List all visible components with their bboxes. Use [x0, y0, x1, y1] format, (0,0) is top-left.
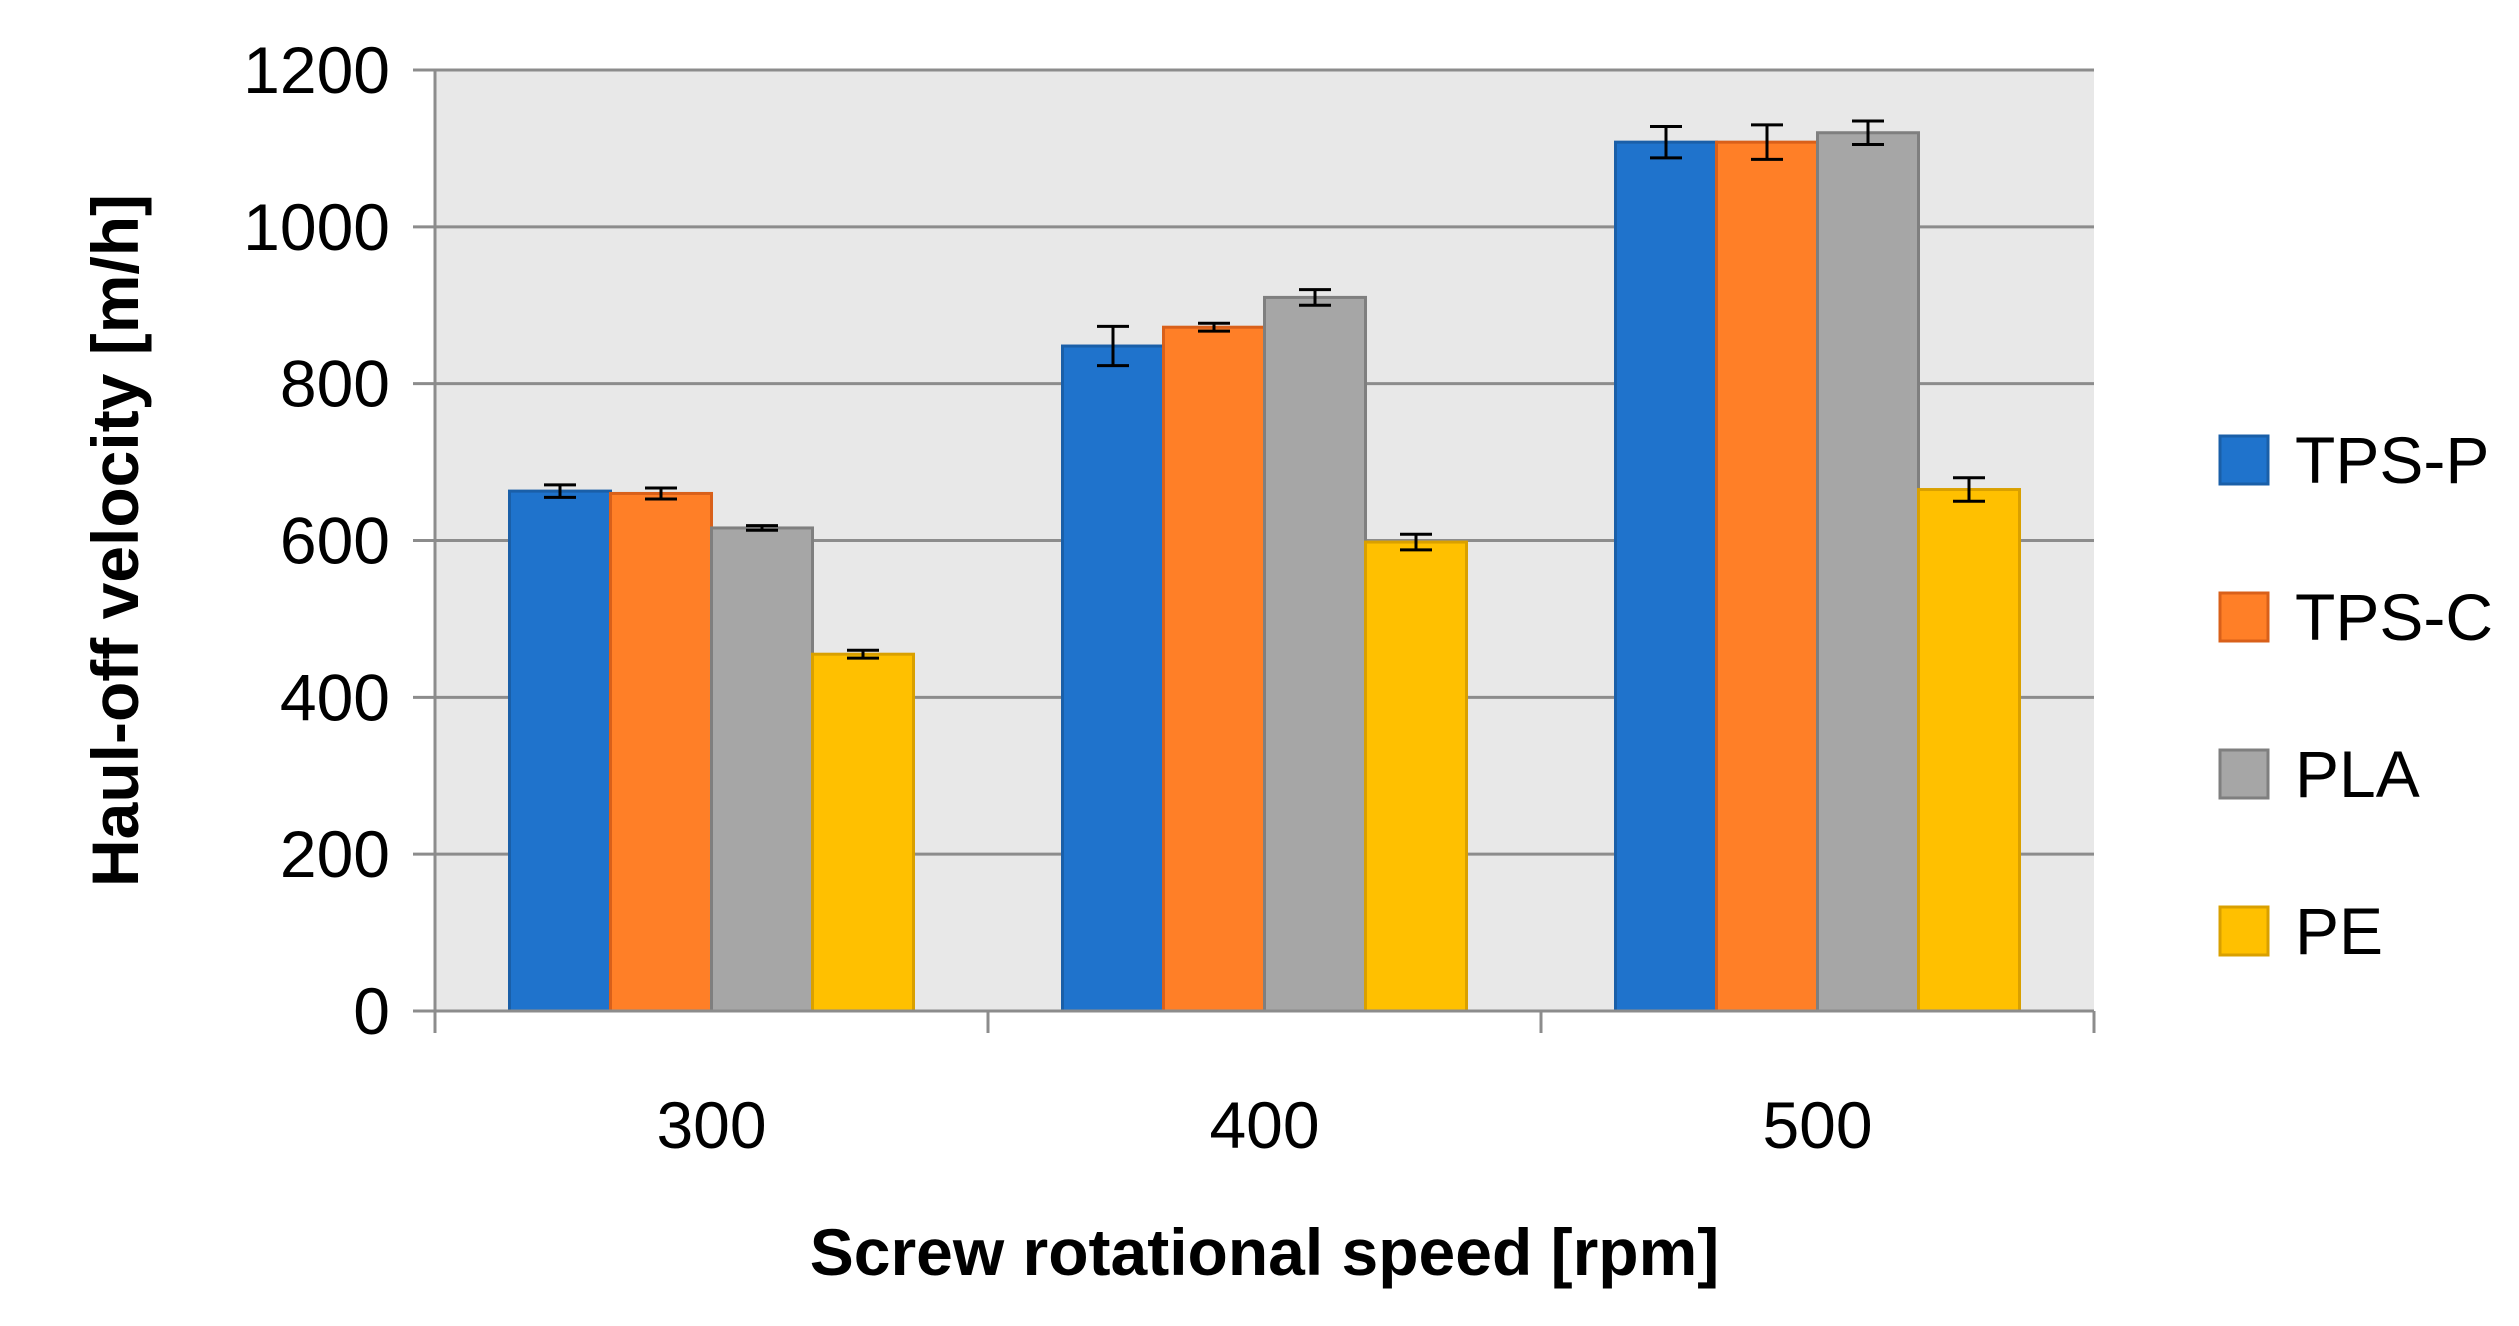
y-tick-label: 200: [280, 817, 390, 891]
y-tick-label: 800: [280, 347, 390, 421]
bar-tps-c-300: [609, 491, 713, 1013]
bar-tps-p-500: [1614, 140, 1718, 1013]
y-tick-label: 400: [280, 660, 390, 734]
tick-labels: 0 200 400 600 800 1000 1200 300 400 500: [243, 33, 1872, 1162]
legend-label-tps-c: TPS-C: [2295, 580, 2493, 654]
x-tick-label: 400: [1209, 1088, 1319, 1162]
bar-pla-300: [710, 526, 814, 1013]
bars: [508, 119, 2021, 1013]
legend-label-pe: PE: [2295, 894, 2383, 968]
legend-label-pla: PLA: [2295, 737, 2420, 811]
bar-tps-p-300: [508, 489, 612, 1013]
legend-swatch-pe: [2218, 905, 2270, 957]
x-tick-label: 300: [656, 1088, 766, 1162]
bar-tps-p-400: [1061, 344, 1165, 1013]
y-tick-label: 1200: [243, 33, 390, 107]
bar-pe-400: [1364, 540, 1468, 1013]
y-tick-label: 0: [353, 974, 390, 1048]
bar-tps-c-400: [1162, 325, 1266, 1013]
bar-pla-500: [1816, 131, 1920, 1013]
bar-tps-c-500: [1715, 140, 1819, 1013]
axes: [433, 70, 2096, 1033]
legend-swatch-tps-c: [2218, 591, 2270, 643]
legend-swatch-pla: [2218, 748, 2270, 800]
legend: TPS-P TPS-C PLA PE: [2218, 423, 2493, 968]
x-tick-label: 500: [1762, 1088, 1872, 1162]
legend-swatch-tps-p: [2218, 434, 2270, 486]
legend-label-tps-p: TPS-P: [2295, 423, 2489, 497]
x-axis-title: Screw rotational speed [rpm]: [810, 1215, 1720, 1289]
bar-pe-300: [811, 652, 915, 1013]
bar-pla-400: [1263, 295, 1367, 1013]
y-tick-label: 1000: [243, 190, 390, 264]
y-axis-title: Haul-off velocity [m/h]: [78, 194, 152, 887]
bar-pe-500: [1917, 488, 2021, 1013]
y-tick-label: 600: [280, 504, 390, 578]
